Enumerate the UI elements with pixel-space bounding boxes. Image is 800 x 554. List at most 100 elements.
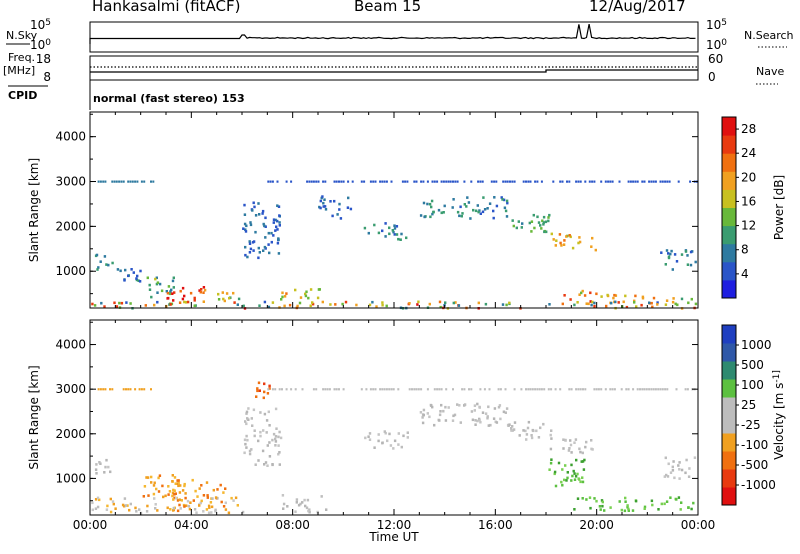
range-cell [564, 464, 567, 467]
range-cell [283, 295, 287, 298]
y-tick-label: 1000 [55, 471, 86, 485]
range-cell [202, 300, 205, 303]
range-cell [680, 297, 684, 301]
range-cell [613, 293, 616, 297]
range-cell [360, 388, 363, 391]
range-cell [473, 409, 476, 412]
range-cell [234, 496, 238, 500]
range-cell [257, 459, 260, 462]
range-cell [454, 301, 457, 304]
range-cell [643, 505, 647, 509]
range-cell [495, 204, 499, 208]
range-cell [347, 196, 350, 200]
range-cell [245, 412, 248, 415]
colorbar-segment [722, 361, 736, 380]
range-cell [609, 388, 612, 391]
range-cell [257, 256, 260, 260]
range-cell [104, 388, 107, 391]
range-cell [506, 423, 510, 427]
range-cell [472, 208, 475, 212]
range-cell [277, 444, 280, 447]
range-cell [522, 180, 525, 183]
range-cell [186, 300, 190, 304]
range-cell [116, 268, 120, 271]
range-cell [579, 180, 582, 183]
range-cell [276, 241, 280, 245]
range-cell [127, 388, 130, 391]
range-cell [214, 496, 218, 499]
range-cell [154, 507, 157, 510]
range-cell [253, 205, 256, 209]
range-cell [579, 450, 582, 454]
range-cell [568, 180, 571, 183]
range-cell [271, 463, 274, 467]
range-cell [342, 388, 345, 391]
range-cell [451, 419, 455, 422]
range-cell [278, 214, 281, 217]
range-cell [266, 444, 269, 447]
range-cell [667, 252, 670, 255]
range-cell [142, 495, 145, 498]
range-cell [504, 209, 508, 213]
range-cell [377, 433, 380, 436]
range-cell [256, 389, 259, 393]
range-cell [431, 180, 434, 183]
range-cell [272, 432, 276, 436]
range-cell [111, 388, 114, 391]
range-cell [281, 494, 285, 497]
range-cell [492, 417, 496, 420]
range-cell [677, 180, 680, 183]
range-cell [543, 230, 546, 234]
range-cell [166, 506, 169, 510]
range-cell [552, 180, 555, 183]
range-cell [374, 180, 377, 183]
range-cell [333, 180, 336, 183]
range-cell [652, 180, 655, 183]
range-cell [368, 432, 372, 435]
range-cell [202, 510, 205, 513]
range-cell [172, 509, 175, 512]
range-cell [643, 180, 646, 183]
range-cell [383, 430, 386, 433]
range-cell [555, 239, 558, 242]
range-cell [626, 505, 629, 509]
range-cell [381, 388, 384, 391]
range-cell [315, 180, 318, 183]
range-cell [290, 388, 293, 391]
range-cell [312, 388, 315, 391]
range-cell [383, 180, 386, 183]
range-cell [145, 476, 148, 479]
range-cell [569, 439, 572, 442]
range-cell [188, 507, 192, 511]
range-cell [525, 388, 527, 391]
range-cell [172, 276, 175, 280]
colorbar-segment [722, 261, 736, 281]
range-cell [669, 471, 673, 474]
range-cell [275, 225, 278, 229]
range-cell [107, 465, 110, 469]
range-cell [593, 388, 596, 391]
range-cell [511, 425, 514, 428]
range-cell [461, 212, 464, 215]
range-cell [272, 234, 275, 237]
range-cell [584, 180, 587, 183]
range-cell [611, 388, 614, 391]
range-cell [566, 476, 569, 480]
range-cell [415, 180, 418, 183]
range-cell [256, 387, 259, 390]
range-cell [319, 199, 322, 203]
range-cell [395, 233, 399, 236]
range-cell [250, 417, 253, 420]
range-cell [677, 496, 681, 499]
range-cell [102, 180, 105, 183]
range-cell [138, 280, 142, 283]
range-cell [269, 180, 272, 183]
range-cell [422, 201, 426, 205]
range-cell [181, 286, 185, 290]
range-cell [537, 436, 541, 439]
range-cell [242, 304, 245, 308]
range-cell [341, 302, 344, 306]
range-cell [393, 439, 397, 443]
range-cell [271, 301, 275, 304]
range-cell [511, 429, 514, 432]
